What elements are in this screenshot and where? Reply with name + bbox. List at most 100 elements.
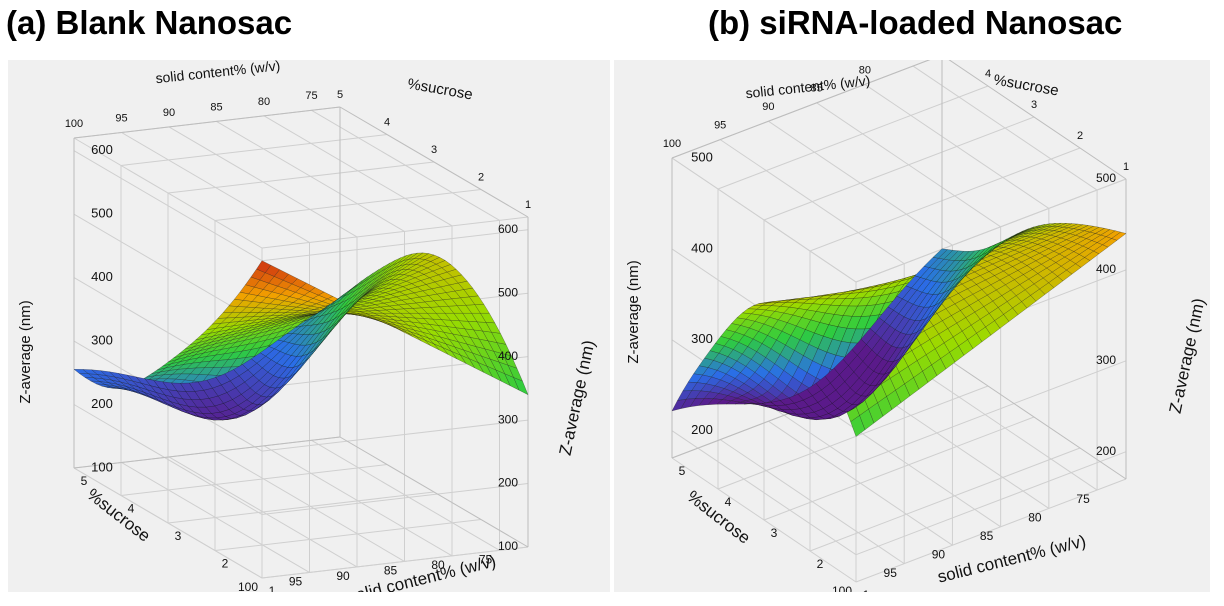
x-gridline	[214, 189, 482, 221]
z-tick-label-right: 300	[691, 331, 713, 346]
x-floor-gridline	[120, 464, 388, 496]
box-edge	[73, 106, 341, 139]
x-tick-label-top: 1	[525, 199, 531, 211]
z-tick-label-left: 300	[498, 412, 518, 426]
y-floor-gridline	[768, 420, 953, 546]
z-tick-label-right: 600	[91, 142, 113, 157]
z-tick-label-left: 600	[498, 222, 518, 236]
x-tick-label-top: 3	[431, 144, 437, 156]
surface-plot-b-canvas[interactable]: 200 200 300 300 400 400 500 500 1 2 3 4 5 100 95 90 85 80…	[614, 60, 1210, 592]
y-tick-label-front: 80	[1028, 511, 1042, 525]
z-tick-label-right: 400	[91, 269, 113, 284]
x-axis-title-top: solid content% (w/v)	[155, 60, 281, 86]
box-edge	[948, 60, 1127, 180]
y-top-gridline	[719, 139, 905, 265]
y-tick-label-front: 85	[980, 529, 994, 543]
y-floor-gridline	[719, 439, 905, 565]
y-top-gridline	[912, 65, 1098, 191]
x-tick-label-top: 4	[985, 68, 991, 80]
z-tick-label-right: 500	[91, 206, 113, 221]
x-tick-label-top: 1	[1123, 161, 1129, 173]
x-gridline	[120, 134, 388, 166]
x-gridline	[855, 178, 1127, 283]
y-tick-label-front: 95	[289, 575, 303, 589]
x-tick-label-top: 2	[478, 171, 484, 183]
y-tick-label-front: 100	[238, 580, 258, 592]
response-surface	[73, 252, 529, 421]
x-tick-label-top: 3	[1031, 99, 1037, 111]
x-tick-label-front: 2	[817, 557, 824, 571]
y-floor-gridline	[73, 467, 263, 579]
y-top-gridline	[864, 84, 1050, 209]
box-edge	[73, 436, 341, 469]
y-tick-label-top: 80	[859, 64, 871, 76]
surface-plot-sirna-nanosac[interactable]: 200 200 300 300 400 400 500 500 1 2 3 4 5 100 95 90 85 80…	[614, 60, 1210, 592]
y-tick-label-front: 75	[1076, 492, 1090, 506]
x-tick-label-front: 4	[128, 502, 135, 516]
z-tick-label-left: 200	[498, 476, 518, 490]
y-tick-label-top: 90	[762, 101, 774, 113]
x-gridline	[261, 216, 529, 249]
x-tick-label-front: 4	[725, 495, 732, 509]
x-tick-label-front: 1	[863, 588, 870, 592]
surface-patch	[330, 294, 346, 306]
y-tick-label-front: 100	[832, 584, 852, 592]
z-tick-label-right: 500	[691, 149, 713, 164]
x-tick-label-front: 5	[81, 474, 88, 488]
y-top-gridline	[216, 120, 405, 232]
y-top-gridline	[168, 126, 358, 238]
y-floor-gridline	[816, 402, 1001, 528]
y-tick-label-front: 85	[384, 564, 398, 578]
z-tick-label-left: 500	[498, 285, 518, 299]
y-tick-label-top: 80	[258, 96, 270, 108]
z-tick-label-left: 200	[1096, 444, 1116, 458]
axis-grid	[671, 60, 1127, 583]
y-top-gridline	[121, 132, 310, 243]
z-axis-title-left: Z-average (nm)	[17, 300, 34, 403]
z-tick-label-left: 300	[1096, 353, 1116, 367]
z-tick-label-right: 400	[691, 240, 713, 255]
y-tick-label-top: 90	[163, 107, 175, 119]
x-floor-gridline	[855, 478, 1127, 583]
y-top-gridline	[768, 120, 953, 246]
x-floor-gridline	[717, 385, 989, 490]
x-tick-label-top: 4	[384, 116, 390, 128]
y-tick-label-top: 95	[714, 120, 726, 132]
z-axis-title-right: Z-average (nm)	[556, 339, 599, 458]
y-tick-label-front: 75	[479, 552, 493, 566]
surface-plot-blank-nanosac[interactable]: 100 100 200 200 300 300 400 400 500 500 600 600 1 2 3 4…	[8, 60, 610, 592]
x-floor-gridline	[167, 491, 435, 524]
x-axis-title-front: solid content% (w/v)	[346, 551, 498, 592]
x-axis-title-front: solid content% (w/v)	[936, 531, 1088, 586]
axis-grid	[73, 106, 529, 579]
z-axis-title-left: Z-average (nm)	[625, 260, 642, 363]
x-tick-label-front: 2	[222, 557, 229, 571]
y-tick-label-top: 95	[115, 112, 127, 124]
z-gridline	[73, 150, 529, 262]
y-top-gridline	[311, 109, 500, 221]
x-axis-title-top: solid content% (w/v)	[745, 72, 871, 101]
y-top-gridline	[73, 137, 263, 249]
surface-plot-a-canvas[interactable]: 100 100 200 200 300 300 400 400 500 500 600 600 1 2 3 4…	[8, 60, 610, 592]
x-floor-gridline	[261, 546, 529, 579]
y-floor-gridline	[263, 445, 453, 557]
z-tick-label-left: 100	[498, 539, 518, 553]
x-gridline	[809, 147, 1081, 252]
z-gridline	[73, 404, 529, 516]
y-tick-label-top: 75	[305, 90, 317, 102]
y-floor-gridline	[671, 457, 857, 583]
y-tick-label-top: 100	[65, 118, 83, 130]
z-tick-label-right: 200	[691, 422, 713, 437]
y-tick-label-front: 80	[431, 558, 445, 572]
x-tick-label-top: 2	[1077, 130, 1083, 142]
y-tick-label-front: 90	[336, 569, 350, 583]
z-tick-label-right: 300	[91, 333, 113, 348]
response-surface	[671, 222, 1127, 437]
panel-b-title: (b) siRNA-loaded Nanosac	[708, 4, 1123, 41]
y-tick-label-front: 90	[932, 547, 946, 561]
x-tick-label-front: 3	[175, 529, 182, 543]
y-top-gridline	[816, 102, 1001, 228]
y-tick-label-top: 100	[663, 138, 681, 150]
x-tick-label-front: 5	[679, 464, 686, 478]
x-tick-label-top: 5	[337, 89, 343, 101]
